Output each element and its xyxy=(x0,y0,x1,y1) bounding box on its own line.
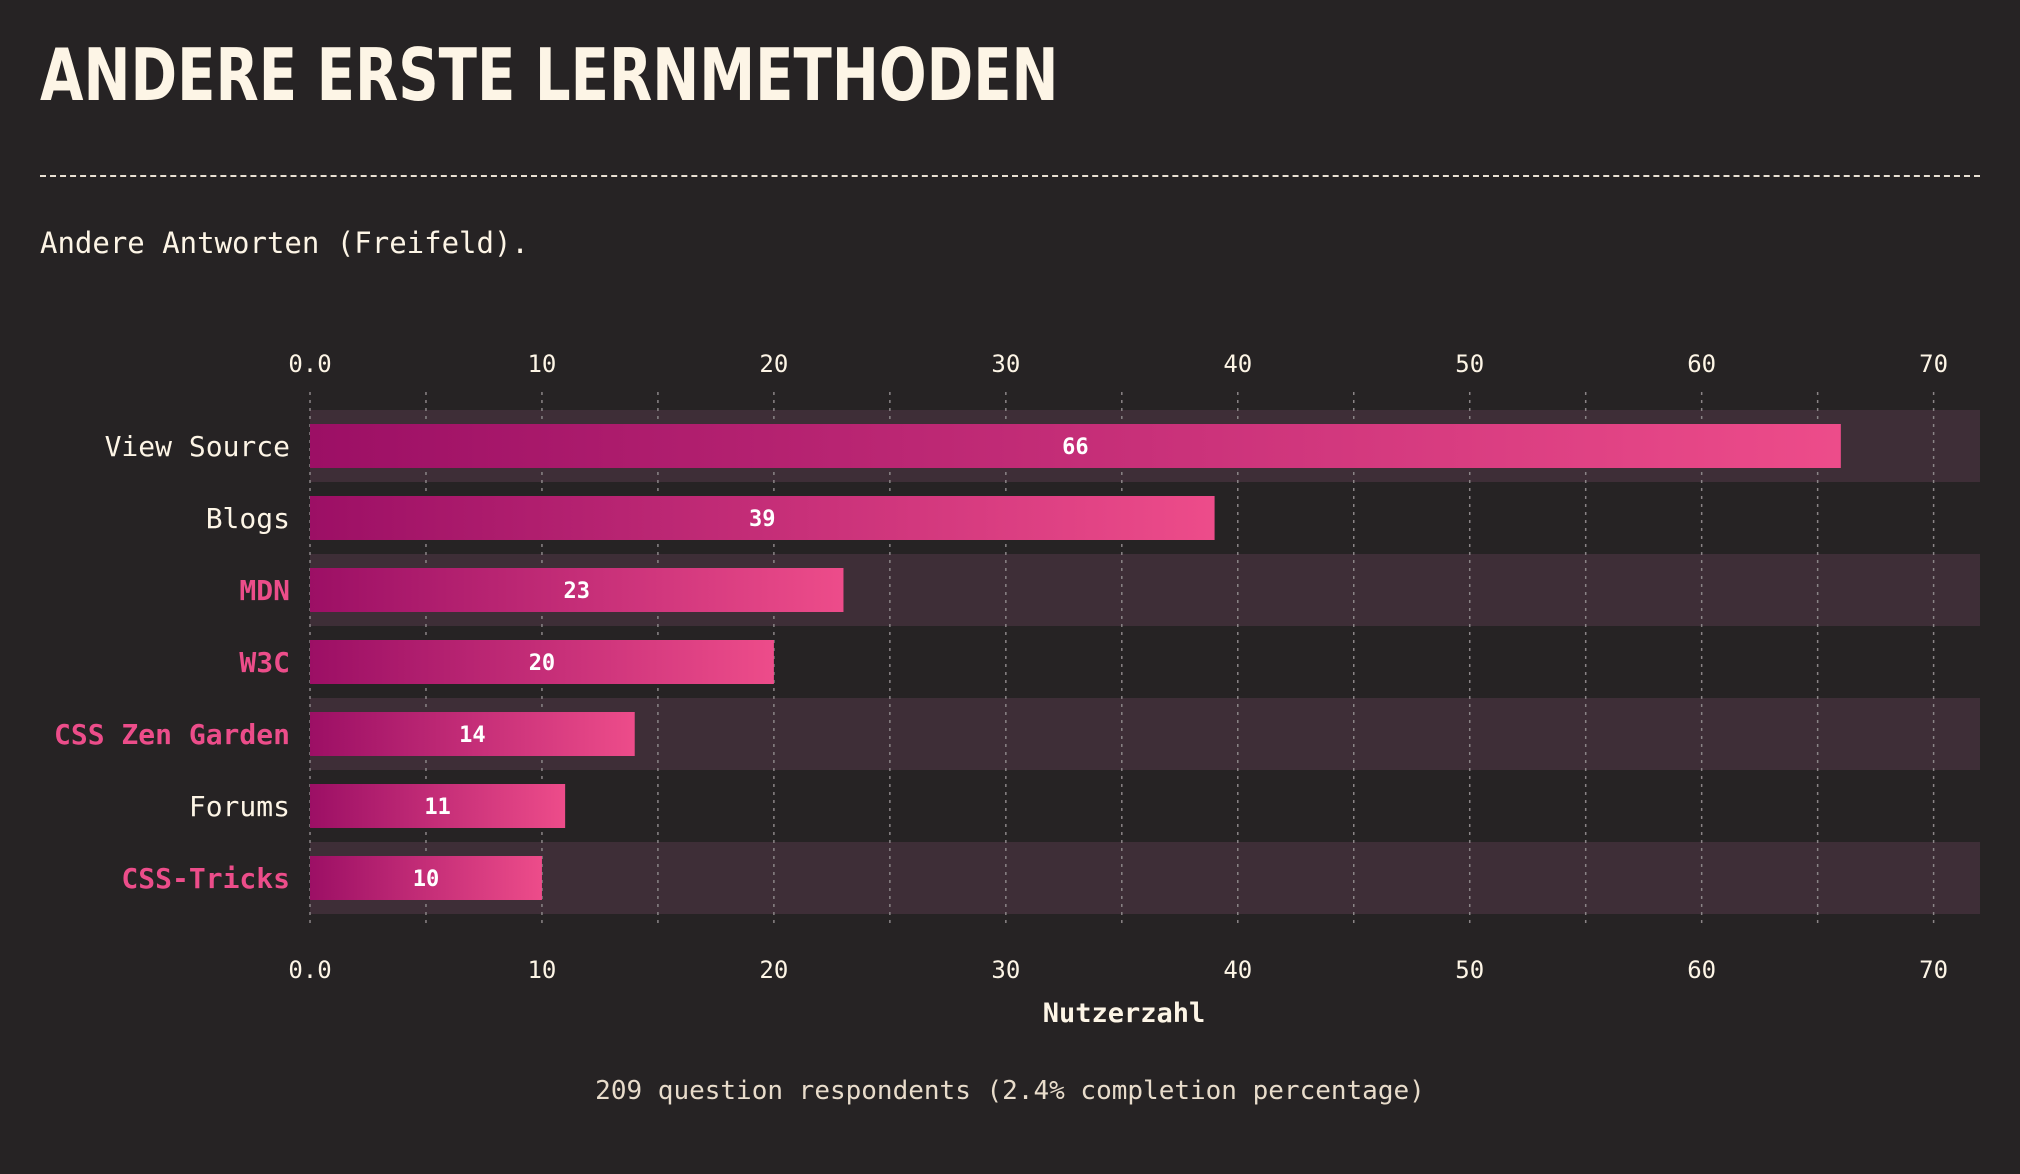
bottom-axis-tick-label: 0.0 xyxy=(288,956,331,984)
category-label[interactable]: CSS-Tricks xyxy=(121,862,290,895)
bar-value-label: 20 xyxy=(529,651,556,676)
bottom-axis-tick-label: 30 xyxy=(991,956,1020,984)
category-label: Blogs xyxy=(206,502,290,535)
category-label[interactable]: W3C xyxy=(239,646,290,679)
bar xyxy=(310,496,1215,540)
respondents-footnote: 209 question respondents (2.4% completio… xyxy=(595,1076,1425,1106)
page-title: ANDERE ERSTE LERNMETHODEN xyxy=(40,33,1059,117)
grid-lines xyxy=(309,392,1935,928)
category-label: Forums xyxy=(189,790,290,823)
category-label: View Source xyxy=(105,430,290,463)
bars: 66 39 23 20 14 11 10 xyxy=(310,424,1841,900)
bar xyxy=(310,640,774,684)
bar-value-label: 39 xyxy=(749,507,776,532)
x-axis-label: Nutzerzahl xyxy=(1043,998,1206,1029)
title-divider xyxy=(40,175,1980,177)
bottom-axis-tick-label: 60 xyxy=(1687,956,1716,984)
top-axis: 0.0 10 20 30 40 50 60 70 xyxy=(288,350,1948,378)
chart-subtitle: Andere Antworten (Freifeld). xyxy=(40,226,529,260)
top-axis-tick-label: 70 xyxy=(1919,350,1948,378)
bottom-axis-tick-label: 10 xyxy=(527,956,556,984)
bar-value-label: 14 xyxy=(459,723,486,748)
row-band xyxy=(310,842,1980,914)
bottom-axis-tick-label: 50 xyxy=(1455,956,1484,984)
bar-value-label: 11 xyxy=(424,795,451,820)
top-axis-tick-label: 30 xyxy=(991,350,1020,378)
bottom-axis: 0.0 10 20 30 40 50 60 70 xyxy=(288,956,1948,984)
top-axis-tick-label: 20 xyxy=(759,350,788,378)
bottom-axis-tick-label: 40 xyxy=(1223,956,1252,984)
bar xyxy=(310,424,1841,468)
bottom-axis-tick-label: 20 xyxy=(759,956,788,984)
bar xyxy=(310,784,566,828)
category-label[interactable]: MDN xyxy=(239,574,290,607)
bottom-axis-tick-label: 70 xyxy=(1919,956,1948,984)
top-axis-tick-label: 40 xyxy=(1223,350,1252,378)
bar-value-label: 23 xyxy=(563,579,590,604)
top-axis-tick-label: 60 xyxy=(1687,350,1716,378)
top-axis-tick-label: 10 xyxy=(527,350,556,378)
top-axis-tick-label: 50 xyxy=(1455,350,1484,378)
top-axis-tick-label: 0.0 xyxy=(288,350,331,378)
bar xyxy=(310,712,635,756)
category-label[interactable]: CSS Zen Garden xyxy=(54,718,290,751)
bar-value-label: 66 xyxy=(1062,435,1089,460)
category-labels: View Source Blogs MDN W3C CSS Zen Garden Foru… xyxy=(54,430,290,895)
bar-value-label: 10 xyxy=(413,867,440,892)
bar xyxy=(310,568,844,612)
bar xyxy=(310,856,542,900)
